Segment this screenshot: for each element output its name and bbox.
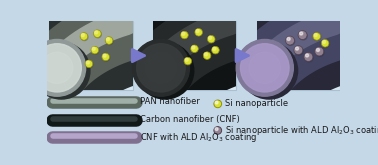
Circle shape <box>93 30 101 37</box>
Circle shape <box>95 31 98 34</box>
Text: CNF with ALD Al$_2$O$_3$ coating: CNF with ALD Al$_2$O$_3$ coating <box>140 131 258 144</box>
Circle shape <box>182 32 185 35</box>
Circle shape <box>132 39 189 96</box>
Circle shape <box>208 36 215 43</box>
Circle shape <box>33 44 81 92</box>
Circle shape <box>196 30 203 36</box>
Circle shape <box>321 39 329 47</box>
Circle shape <box>299 32 307 40</box>
Circle shape <box>192 46 195 49</box>
Circle shape <box>215 101 218 104</box>
Circle shape <box>313 33 321 40</box>
Text: Si nanoparticle with ALD Al$_2$O$_3$ coating: Si nanoparticle with ALD Al$_2$O$_3$ coa… <box>225 124 378 137</box>
Circle shape <box>215 128 218 131</box>
Circle shape <box>106 38 113 45</box>
FancyBboxPatch shape <box>257 21 340 90</box>
Circle shape <box>181 31 188 39</box>
FancyBboxPatch shape <box>49 21 133 90</box>
Circle shape <box>304 52 313 61</box>
Circle shape <box>196 30 199 33</box>
Circle shape <box>214 100 222 108</box>
Circle shape <box>208 35 215 43</box>
Circle shape <box>316 48 324 56</box>
Circle shape <box>305 54 308 57</box>
Circle shape <box>181 32 189 39</box>
Circle shape <box>94 31 101 38</box>
Circle shape <box>80 33 88 40</box>
FancyBboxPatch shape <box>49 92 339 145</box>
Circle shape <box>300 32 303 35</box>
Circle shape <box>192 46 198 53</box>
Circle shape <box>287 37 290 41</box>
Text: Carbon nanofiber (CNF): Carbon nanofiber (CNF) <box>140 115 240 124</box>
Circle shape <box>249 52 280 83</box>
Circle shape <box>103 54 106 57</box>
Circle shape <box>294 46 303 55</box>
Circle shape <box>295 47 303 55</box>
Circle shape <box>314 34 317 37</box>
Circle shape <box>185 58 192 65</box>
FancyBboxPatch shape <box>153 21 236 90</box>
Circle shape <box>33 42 90 99</box>
Circle shape <box>137 44 185 92</box>
Circle shape <box>195 29 203 36</box>
Circle shape <box>287 37 295 45</box>
Circle shape <box>204 53 211 60</box>
Circle shape <box>185 58 188 61</box>
Circle shape <box>314 34 321 41</box>
Circle shape <box>145 52 177 83</box>
Circle shape <box>240 44 289 92</box>
Circle shape <box>92 47 95 50</box>
Circle shape <box>105 37 113 44</box>
Circle shape <box>81 34 84 37</box>
Circle shape <box>91 46 99 54</box>
Circle shape <box>86 61 89 64</box>
Circle shape <box>236 39 293 96</box>
Circle shape <box>191 45 198 52</box>
Circle shape <box>296 47 299 50</box>
Circle shape <box>204 53 208 56</box>
Circle shape <box>103 54 110 61</box>
Circle shape <box>137 42 194 99</box>
Circle shape <box>298 31 307 39</box>
Circle shape <box>85 60 93 68</box>
Circle shape <box>86 61 93 68</box>
Circle shape <box>322 40 325 43</box>
Circle shape <box>315 47 324 56</box>
Circle shape <box>81 34 88 41</box>
Circle shape <box>28 39 86 96</box>
Circle shape <box>212 46 219 54</box>
Circle shape <box>203 52 211 59</box>
Circle shape <box>214 127 222 134</box>
Circle shape <box>240 42 297 99</box>
Circle shape <box>209 36 212 39</box>
Circle shape <box>322 41 329 47</box>
Circle shape <box>213 47 216 50</box>
Circle shape <box>107 38 110 41</box>
Text: PAN nanofiber: PAN nanofiber <box>140 97 200 106</box>
Circle shape <box>184 57 192 65</box>
Circle shape <box>305 54 313 62</box>
Circle shape <box>285 36 294 45</box>
Circle shape <box>102 53 110 61</box>
Text: Si nanoparticle: Si nanoparticle <box>225 99 288 108</box>
Circle shape <box>212 48 219 54</box>
Circle shape <box>92 48 99 54</box>
Circle shape <box>41 52 73 83</box>
Circle shape <box>316 48 319 51</box>
